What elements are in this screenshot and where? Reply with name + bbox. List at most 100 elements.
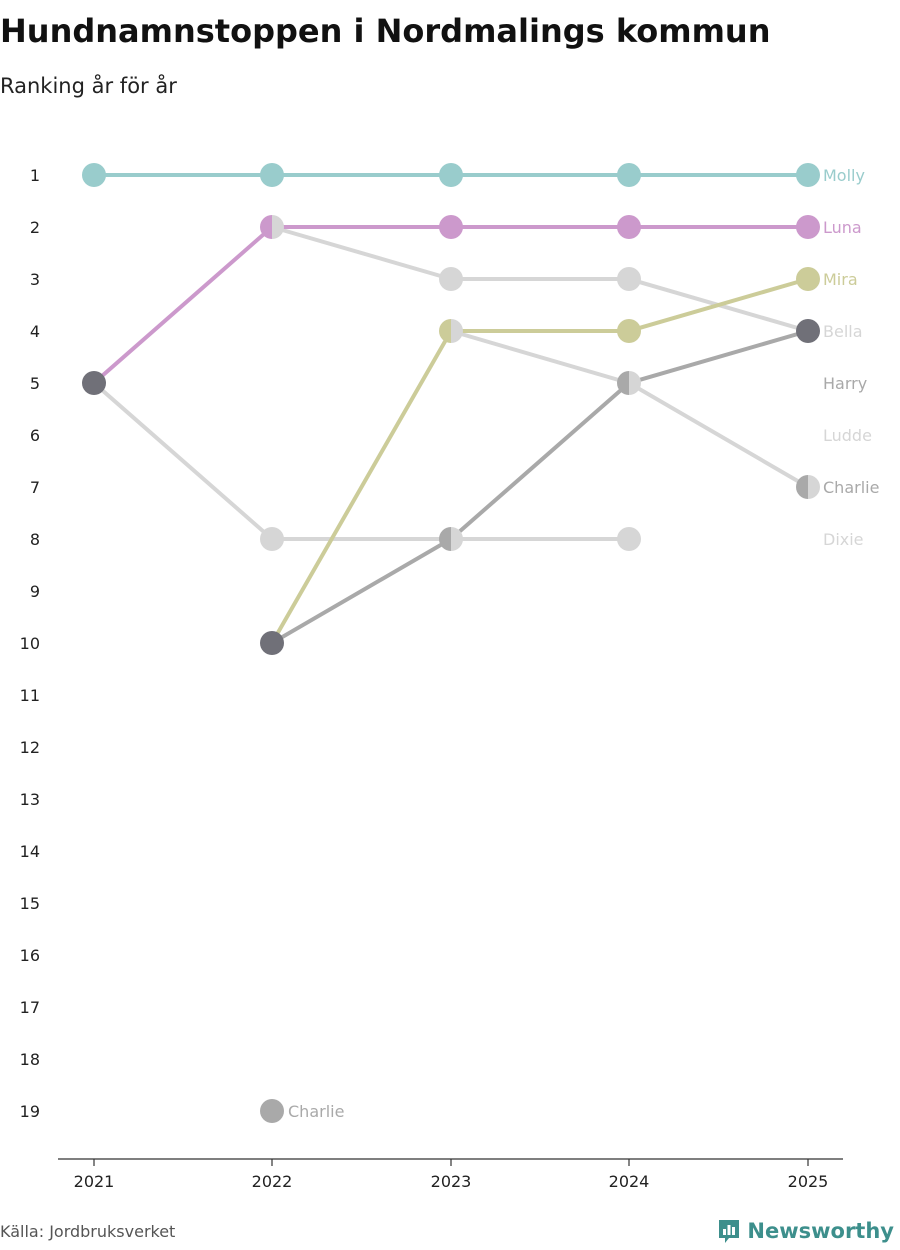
marker-dot: [796, 215, 820, 239]
brand-logo: Newsworthy: [717, 1218, 894, 1244]
marker-dot: [796, 267, 820, 291]
marker-left-half: [260, 215, 272, 239]
x-tick-label: 2025: [788, 1172, 829, 1191]
marker-dot: [82, 371, 106, 395]
rank-marker: [796, 475, 820, 499]
rank-marker: [260, 1099, 284, 1123]
marker-right-half: [808, 475, 820, 499]
marker-dot: [796, 319, 820, 343]
marker-dot: [796, 163, 820, 187]
marker-dot: [617, 319, 641, 343]
y-tick-label: 1: [30, 166, 40, 185]
y-tick-label: 16: [20, 946, 40, 965]
y-tick-label: 8: [30, 530, 40, 549]
marker-left-half: [796, 475, 808, 499]
rank-marker: [439, 215, 463, 239]
y-tick-label: 3: [30, 270, 40, 289]
rank-marker: [617, 267, 641, 291]
y-tick-label: 14: [20, 842, 40, 861]
series-line-mira: [270, 277, 810, 645]
chart-title: Hundnamnstoppen i Nordmalings kommun: [0, 12, 771, 50]
end-label-harry: Harry: [823, 374, 867, 393]
marker-dot: [617, 215, 641, 239]
rank-marker: [260, 163, 284, 187]
rank-marker: [617, 163, 641, 187]
inline-label-charlie: Charlie: [288, 1102, 344, 1121]
chart-subtitle: Ranking år för år: [0, 74, 177, 98]
series-line-bella: [270, 225, 810, 333]
y-tick-label: 7: [30, 478, 40, 497]
rank-marker: [260, 527, 284, 551]
marker-right-half: [629, 371, 641, 395]
series-line-luna: [92, 225, 810, 385]
y-tick-label: 17: [20, 998, 40, 1017]
marker-dot: [439, 215, 463, 239]
series-line-ludde: [92, 381, 631, 541]
y-tick-label: 5: [30, 374, 40, 393]
marker-dot: [260, 527, 284, 551]
newsworthy-logo-icon: [719, 1220, 740, 1243]
rank-marker: [617, 527, 641, 551]
x-tick-label: 2023: [431, 1172, 472, 1191]
rank-marker: [617, 371, 641, 395]
marker-left-half: [439, 527, 451, 551]
y-tick-label: 9: [30, 582, 40, 601]
marker-dot: [260, 1099, 284, 1123]
marker-dot: [260, 631, 284, 655]
series-line-charlie: [449, 329, 810, 489]
y-tick-label: 19: [20, 1102, 40, 1121]
x-axis: 2021 2022 2023 2024 2025: [58, 1158, 843, 1191]
y-tick-label: 12: [20, 738, 40, 757]
end-label-ludde: Ludde: [823, 426, 872, 445]
rank-marker: [260, 215, 284, 239]
rank-markers: [82, 163, 820, 1123]
end-label-bella: Bella: [823, 322, 863, 341]
rank-marker: [617, 319, 641, 343]
marker-dot: [617, 267, 641, 291]
rank-marker: [82, 371, 106, 395]
y-tick-label: 15: [20, 894, 40, 913]
rank-marker: [617, 215, 641, 239]
rank-marker: [260, 631, 284, 655]
rank-marker: [439, 527, 463, 551]
marker-dot: [439, 267, 463, 291]
marker-left-half: [617, 371, 629, 395]
marker-dot: [260, 163, 284, 187]
end-label-mira: Mira: [823, 270, 858, 289]
y-tick-label: 6: [30, 426, 40, 445]
series-labels: Molly Luna Mira Bella Harry Ludde Charlie Dixie…: [288, 166, 879, 1121]
rank-marker: [796, 319, 820, 343]
end-label-charlie: Charlie: [823, 478, 879, 497]
marker-right-half: [451, 527, 463, 551]
rank-marker: [439, 319, 463, 343]
rank-marker: [796, 163, 820, 187]
y-tick-label: 18: [20, 1050, 40, 1069]
y-tick-label: 10: [20, 634, 40, 653]
rank-marker: [439, 163, 463, 187]
marker-left-half: [439, 319, 451, 343]
source-note: Källa: Jordbruksverket: [0, 1222, 176, 1241]
rank-marker: [796, 267, 820, 291]
y-tick-label: 2: [30, 218, 40, 237]
brand-name: Newsworthy: [747, 1219, 894, 1243]
marker-right-half: [451, 319, 463, 343]
end-label-dixie: Dixie: [823, 530, 864, 549]
rank-marker: [82, 163, 106, 187]
series-lines: [92, 173, 810, 645]
x-tick-label: 2024: [609, 1172, 650, 1191]
y-tick-label: 13: [20, 790, 40, 809]
marker-dot: [82, 163, 106, 187]
x-tick-label: 2021: [74, 1172, 115, 1191]
marker-dot: [617, 527, 641, 551]
rank-marker: [439, 267, 463, 291]
marker-dot: [617, 163, 641, 187]
marker-dot: [439, 163, 463, 187]
rank-marker: [796, 215, 820, 239]
end-label-molly: Molly: [823, 166, 865, 185]
marker-right-half: [272, 215, 284, 239]
series-line-harry: [270, 329, 810, 645]
y-tick-label: 11: [20, 686, 40, 705]
end-label-luna: Luna: [823, 218, 862, 237]
